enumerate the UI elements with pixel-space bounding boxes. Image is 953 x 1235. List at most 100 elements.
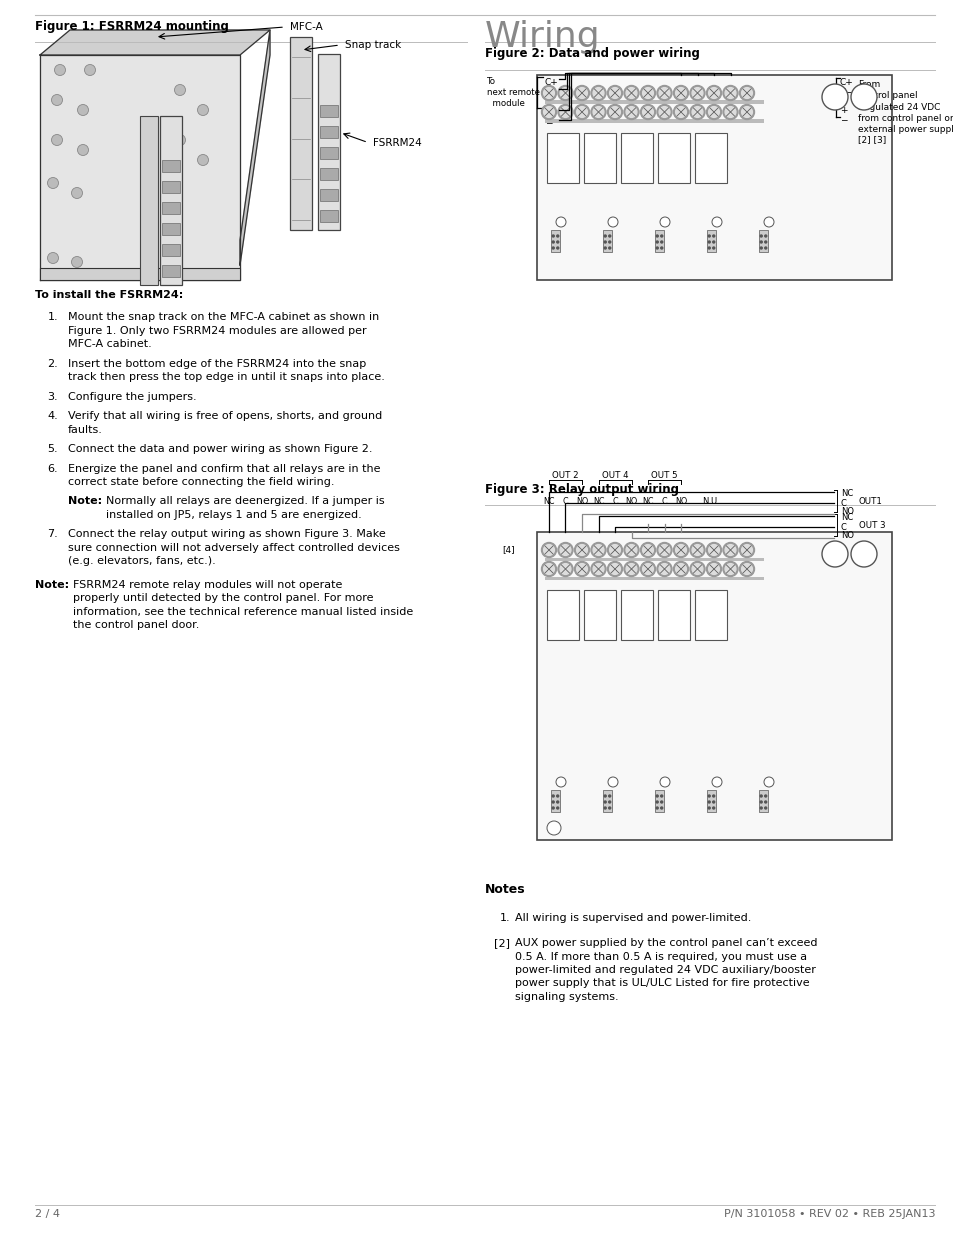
Text: Energize the panel and confirm that all relays are in the: Energize the panel and confirm that all … — [68, 463, 380, 473]
Circle shape — [760, 241, 761, 243]
Circle shape — [660, 802, 662, 803]
Bar — [620, 133, 652, 183]
Text: OUT1: OUT1 — [858, 496, 882, 505]
Bar — [544, 120, 762, 124]
Text: Connect the data and power wiring as shown Figure 2.: Connect the data and power wiring as sho… — [68, 445, 372, 454]
Text: power supply that is UL/ULC Listed for fire protective: power supply that is UL/ULC Listed for f… — [515, 978, 809, 988]
Circle shape — [543, 563, 554, 574]
Circle shape — [590, 562, 605, 577]
Circle shape — [659, 545, 669, 556]
Circle shape — [712, 241, 714, 243]
Circle shape — [707, 241, 709, 243]
Bar — [655, 230, 663, 252]
Text: OUT 5: OUT 5 — [651, 471, 677, 480]
Circle shape — [656, 235, 658, 237]
Circle shape — [656, 241, 658, 243]
Circle shape — [724, 88, 735, 99]
Text: faults.: faults. — [68, 425, 103, 435]
Circle shape — [552, 235, 554, 237]
Circle shape — [659, 563, 669, 574]
Text: OUT 4: OUT 4 — [601, 471, 628, 480]
Polygon shape — [40, 56, 240, 280]
Bar — [160, 116, 182, 285]
Bar — [602, 230, 612, 252]
Text: the control panel door.: the control panel door. — [73, 620, 199, 631]
Circle shape — [552, 247, 554, 249]
Text: NO: NO — [625, 496, 637, 506]
Circle shape — [722, 85, 738, 100]
Text: Figure 1: FSRRM24 mounting: Figure 1: FSRRM24 mounting — [35, 20, 229, 33]
Circle shape — [707, 235, 709, 237]
Circle shape — [707, 795, 709, 797]
Circle shape — [543, 88, 554, 99]
Circle shape — [689, 85, 704, 100]
Circle shape — [675, 545, 685, 556]
Text: Regulated 24 VDC
from control panel or
external power supply
[2] [3]: Regulated 24 VDC from control panel or e… — [857, 103, 953, 144]
Circle shape — [625, 563, 637, 574]
Text: To install the FSRRM24:: To install the FSRRM24: — [35, 290, 183, 300]
Circle shape — [691, 106, 702, 117]
Circle shape — [657, 542, 671, 557]
Circle shape — [764, 235, 766, 237]
Circle shape — [609, 545, 619, 556]
Circle shape — [625, 88, 637, 99]
Text: To
next remote
  module: To next remote module — [486, 77, 539, 109]
Text: power-limited and regulated 24 VDC auxiliary/booster: power-limited and regulated 24 VDC auxil… — [515, 965, 815, 974]
Circle shape — [593, 106, 603, 117]
Circle shape — [639, 105, 655, 120]
Circle shape — [656, 806, 658, 809]
Circle shape — [71, 257, 82, 268]
Circle shape — [558, 85, 573, 100]
Circle shape — [557, 235, 558, 237]
Circle shape — [722, 105, 738, 120]
Circle shape — [574, 105, 589, 120]
Circle shape — [739, 562, 754, 577]
Text: Figure 3: Relay output wiring: Figure 3: Relay output wiring — [484, 483, 679, 496]
Circle shape — [593, 88, 603, 99]
Circle shape — [706, 542, 720, 557]
Circle shape — [608, 235, 610, 237]
Text: NC: NC — [641, 496, 653, 506]
Bar — [695, 133, 726, 183]
Circle shape — [821, 541, 847, 567]
Circle shape — [607, 542, 622, 557]
Text: MFC-A: MFC-A — [290, 22, 322, 32]
Circle shape — [541, 105, 556, 120]
Text: C: C — [612, 496, 618, 506]
Circle shape — [675, 88, 685, 99]
Circle shape — [642, 563, 653, 574]
Bar — [162, 161, 180, 172]
Circle shape — [642, 88, 653, 99]
Circle shape — [708, 106, 719, 117]
Circle shape — [707, 802, 709, 803]
Bar — [537, 75, 891, 280]
Circle shape — [706, 85, 720, 100]
Circle shape — [712, 795, 714, 797]
Text: Verify that all wiring is free of opens, shorts, and ground: Verify that all wiring is free of opens,… — [68, 411, 382, 421]
Circle shape — [657, 562, 671, 577]
Bar — [583, 590, 616, 640]
Bar — [759, 790, 767, 811]
Circle shape — [708, 88, 719, 99]
Circle shape — [740, 106, 752, 117]
Circle shape — [660, 235, 662, 237]
Circle shape — [740, 563, 752, 574]
Circle shape — [712, 247, 714, 249]
Circle shape — [625, 545, 637, 556]
Circle shape — [760, 247, 761, 249]
Circle shape — [764, 795, 766, 797]
Text: C: C — [562, 496, 568, 506]
Circle shape — [559, 563, 570, 574]
Text: C+: C+ — [840, 78, 853, 86]
Text: 3.: 3. — [48, 391, 58, 401]
Circle shape — [558, 105, 573, 120]
Circle shape — [609, 563, 619, 574]
Circle shape — [675, 563, 685, 574]
Circle shape — [576, 106, 587, 117]
Circle shape — [659, 777, 669, 787]
Text: properly until detected by the control panel. For more: properly until detected by the control p… — [73, 594, 374, 604]
Text: C+: C+ — [544, 78, 558, 86]
Circle shape — [722, 542, 738, 557]
Circle shape — [603, 795, 605, 797]
Circle shape — [558, 562, 573, 577]
